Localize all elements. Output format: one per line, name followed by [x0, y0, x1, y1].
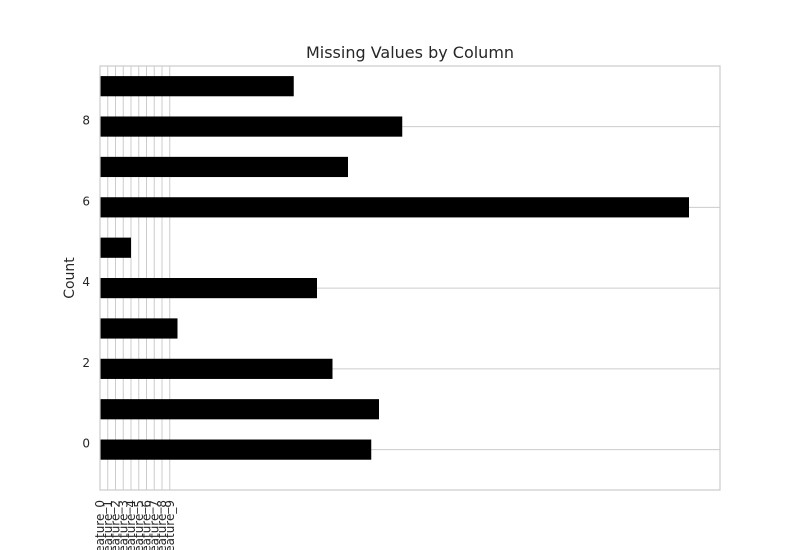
bar [100, 197, 689, 218]
y-tick-label: 6 [82, 194, 90, 208]
y-tick-label: 8 [82, 114, 90, 128]
x-tick-label: feature_1 [101, 500, 115, 550]
x-tick-label: feature_2 [109, 500, 123, 550]
x-tick-label: feature_6 [140, 500, 154, 550]
y-tick-label: 2 [82, 356, 90, 370]
x-tick-label: feature_9 [163, 500, 177, 550]
x-tick-label: feature_4 [124, 500, 138, 550]
y-axis-label: Count [62, 257, 78, 299]
x-tick-label: feature_3 [116, 500, 130, 550]
bar [100, 399, 379, 420]
x-tick-label: feature_0 [93, 500, 107, 550]
bar [100, 76, 294, 97]
bar [100, 156, 348, 178]
x-tick-label: feature_8 [155, 500, 169, 550]
y-axis-ticks: 0 2 4 6 8 [82, 114, 90, 451]
plot-frame [99, 65, 721, 491]
x-tick-label: feature_5 [132, 500, 146, 550]
y-tick-label: 4 [82, 275, 90, 289]
x-axis-ticks: feature_0feature_1feature_2feature_3feat… [93, 500, 177, 550]
bar [100, 318, 178, 339]
bar [100, 358, 333, 379]
y-tick-label: 0 [82, 437, 90, 451]
x-tick-label: feature_7 [147, 500, 161, 550]
bar [100, 237, 131, 258]
chart-title: Missing Values by Column [306, 43, 514, 62]
bar [100, 116, 403, 137]
bar [100, 439, 372, 460]
bar [100, 278, 317, 299]
bar-series [100, 76, 689, 460]
